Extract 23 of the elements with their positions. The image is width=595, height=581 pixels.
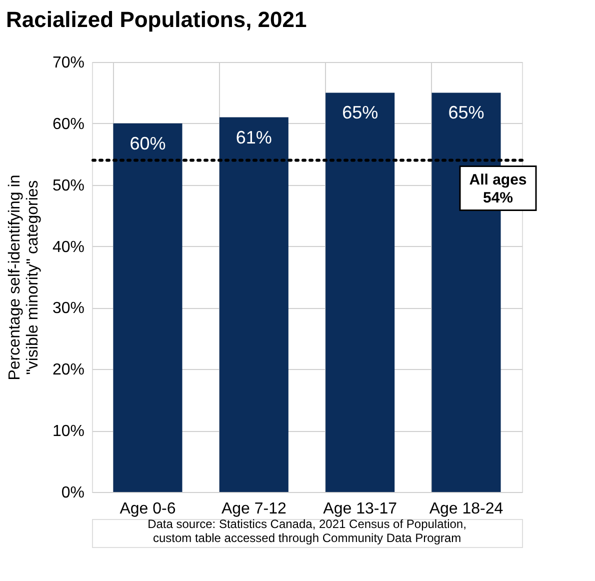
bar <box>113 123 182 492</box>
x-tick-label: Age 0-6 <box>120 500 176 518</box>
data-label: 65% <box>342 102 378 123</box>
bar <box>219 117 288 492</box>
y-tick-label: 70% <box>52 54 84 72</box>
x-tick-label: Age 7-12 <box>221 500 286 518</box>
x-tick-label: Age 13-17 <box>323 500 398 518</box>
data-label: 65% <box>448 102 484 123</box>
y-tick-label: 20% <box>52 362 84 379</box>
source-note: Data source: Statistics Canada, 2021 Census of Population, custom table accessed through Community Data Program <box>148 517 466 545</box>
chart-title: Racialized Populations, 2021 <box>6 7 307 32</box>
y-tick-label: 0% <box>61 484 84 502</box>
data-label: 60% <box>130 133 166 154</box>
y-tick-label: 40% <box>52 238 84 256</box>
y-tick-label: 10% <box>52 423 84 440</box>
data-label: 61% <box>236 127 272 148</box>
y-tick-label: 30% <box>52 300 84 318</box>
x-tick-label: Age 18-24 <box>429 500 504 518</box>
y-axis-title: Percentage self-identifying in "visible minority" categories <box>6 174 42 380</box>
bar <box>326 92 395 492</box>
y-tick-label: 50% <box>52 177 84 194</box>
y-tick-label: 60% <box>52 116 84 133</box>
ref-line-label: All ages 54% <box>469 171 527 206</box>
